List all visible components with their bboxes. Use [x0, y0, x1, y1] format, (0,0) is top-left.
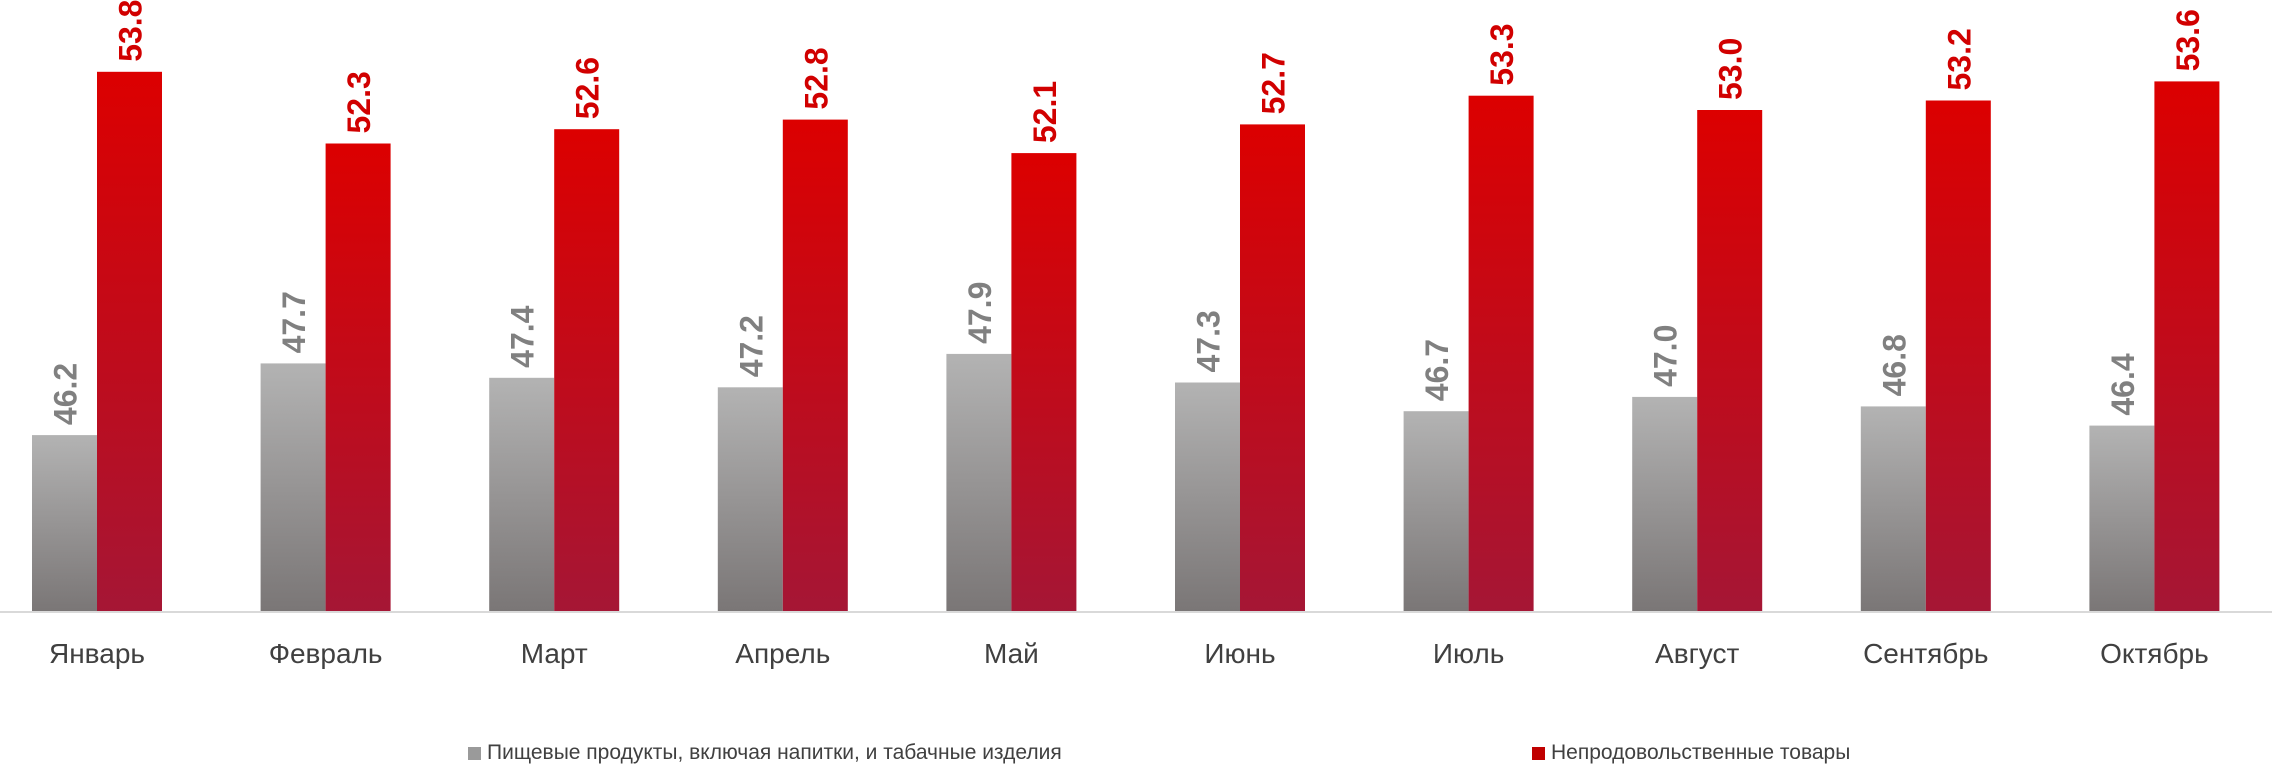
legend-label-nonfood: Непродовольственные товары: [1551, 741, 1851, 764]
data-label-nonfood-3: 52.6: [570, 57, 606, 119]
data-label-food-6: 47.3: [1191, 310, 1227, 372]
legend-item-food: Пищевые продукты, включая напитки, и таб…: [468, 740, 1062, 766]
x-tick-label-1: Январь: [49, 638, 145, 669]
data-label-nonfood-9: 53.2: [1941, 28, 1977, 90]
x-tick-label-2: Февраль: [269, 638, 383, 669]
bar-food-3: [489, 377, 555, 612]
bar-food-8: [1632, 396, 1698, 612]
bar-food-10: [2089, 425, 2155, 612]
data-label-nonfood-7: 53.3: [1484, 23, 1520, 85]
bar-nonfood-7: [1468, 95, 1534, 612]
bar-nonfood-10: [2154, 81, 2220, 612]
bar-nonfood-4: [782, 119, 848, 612]
bar-food-4: [717, 387, 783, 612]
bar-nonfood-6: [1240, 124, 1305, 613]
data-label-food-5: 47.9: [962, 282, 998, 344]
x-tick-label-4: Апрель: [735, 638, 830, 669]
x-tick-label-7: Июль: [1433, 638, 1504, 669]
data-label-nonfood-6: 52.7: [1256, 52, 1292, 114]
data-label-food-7: 46.7: [1419, 339, 1455, 401]
bar-nonfood-1: [97, 71, 162, 613]
bar-nonfood-9: [1925, 100, 1991, 612]
bar-food-9: [1860, 406, 1926, 612]
bar-nonfood-8: [1697, 110, 1763, 612]
bars-layer: [32, 71, 2220, 613]
data-label-food-10: 46.4: [2105, 353, 2141, 415]
bar-food-7: [1403, 411, 1469, 612]
bar-nonfood-2: [325, 143, 391, 612]
x-tick-label-6: Июнь: [1204, 638, 1275, 669]
legend-label-food: Пищевые продукты, включая напитки, и таб…: [487, 741, 1062, 764]
legend-swatch-nonfood: [1532, 746, 1545, 760]
labels-layer: 46.2 53.8 Январь 47.7 52.3 Февраль 47.4 52.6 Мар…: [48, 0, 2209, 669]
data-label-nonfood-1: 53.8: [113, 0, 149, 62]
data-label-food-9: 46.8: [1876, 334, 1912, 396]
data-label-nonfood-8: 53.0: [1713, 38, 1749, 100]
x-tick-label-9: Сентябрь: [1863, 638, 1988, 669]
bar-food-1: [32, 435, 97, 612]
bar-food-5: [946, 353, 1012, 612]
bar-food-6: [1175, 382, 1240, 612]
legend-item-nonfood: Непродовольственные товары: [1532, 740, 1850, 766]
data-label-food-2: 47.7: [276, 291, 312, 353]
data-label-food-3: 47.4: [505, 305, 541, 367]
legend-swatch-food: [468, 746, 481, 760]
x-tick-label-8: Август: [1655, 638, 1739, 669]
bar-nonfood-3: [554, 129, 620, 612]
data-label-food-8: 47.0: [1648, 325, 1684, 387]
bar-nonfood-5: [1011, 153, 1077, 612]
x-tick-label-10: Октябрь: [2100, 638, 2209, 669]
data-label-nonfood-2: 52.3: [341, 71, 377, 133]
data-label-food-1: 46.2: [48, 363, 84, 425]
bar-food-2: [260, 363, 326, 612]
data-label-food-4: 47.2: [733, 315, 769, 377]
x-tick-label-3: Март: [521, 638, 588, 669]
data-label-nonfood-10: 53.6: [2170, 9, 2206, 71]
data-label-nonfood-5: 52.1: [1027, 81, 1063, 143]
data-label-nonfood-4: 52.8: [798, 47, 834, 109]
x-tick-label-5: Май: [984, 638, 1039, 669]
